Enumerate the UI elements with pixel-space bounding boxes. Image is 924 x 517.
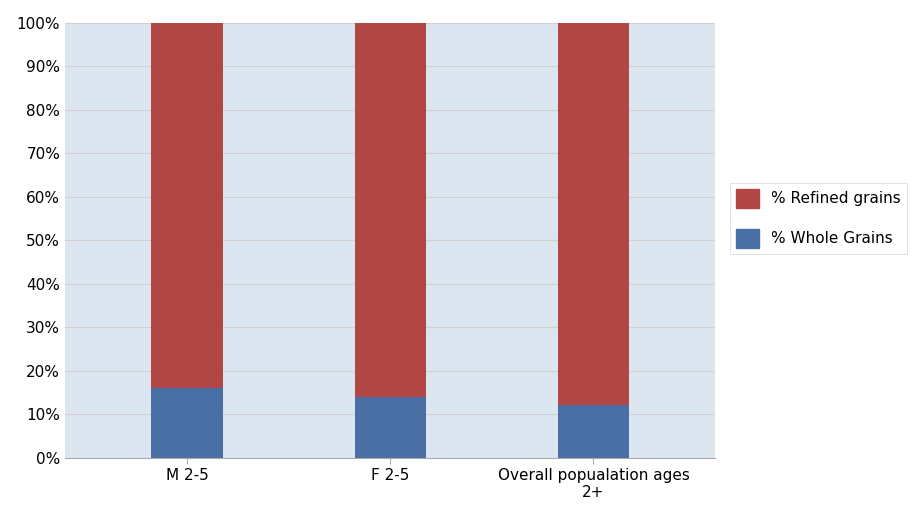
- Bar: [355, 397, 426, 458]
- Bar: [152, 23, 223, 388]
- Bar: [355, 23, 426, 397]
- Legend: % Refined grains, % Whole Grains: % Refined grains, % Whole Grains: [730, 183, 906, 254]
- Bar: [558, 23, 629, 405]
- Bar: [152, 388, 223, 458]
- Bar: [558, 405, 629, 458]
